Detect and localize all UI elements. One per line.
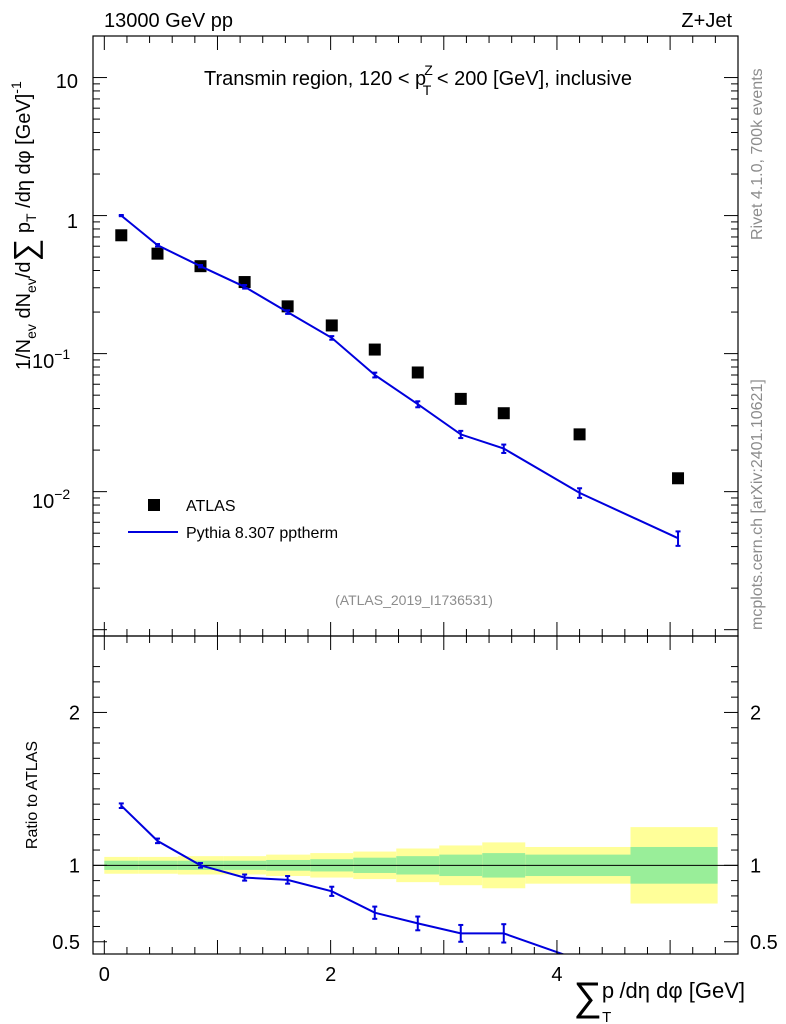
legend-pythia-label: Pythia 8.307 pptherm [186, 525, 338, 542]
atlas-point [573, 428, 586, 441]
ratio-data [118, 802, 566, 954]
mcplots-label: mcplots.cern.ch [arXiv:2401.10621] [749, 379, 766, 630]
main-data [115, 213, 685, 547]
header-right-label: Z+Jet [681, 10, 732, 32]
ytick-label-1: 1 [67, 211, 78, 233]
ratio-ytick-label-left: 0.5 [52, 932, 80, 954]
atlas-point [368, 343, 381, 356]
ytick-label-10: 10 [56, 71, 78, 93]
atlas-point [497, 407, 510, 420]
header-left-label: 13000 GeV pp [104, 10, 233, 32]
ratio-ytick-label-left: 1 [69, 855, 80, 877]
ratio-ytick-label-left: 2 [69, 702, 80, 724]
xtick-label: 0 [99, 964, 110, 986]
atlas-point [672, 472, 685, 485]
atlas-point [115, 229, 128, 242]
plot-title: Transmin region, 120 < pZ T < 200 [GeV], … [204, 62, 632, 98]
ytick-label-0p01: 10−2 [32, 486, 70, 513]
ratio-panel: 0.5 0.5 1 1 2 2 0 2 4 Ratio to ATLAS [24, 635, 778, 986]
atlas-point [325, 319, 338, 332]
rivet-label: Rivet 4.1.0, 700k events [749, 68, 766, 240]
atlas-point [411, 366, 424, 379]
legend-atlas-label: ATLAS [186, 498, 236, 515]
analysis-id: (ATLAS_2019_I1736531) [335, 592, 493, 608]
legend: ATLAS Pythia 8.307 pptherm [128, 498, 338, 542]
ratio-bands [93, 827, 738, 904]
ytick-label-0p1: 10−1 [32, 346, 70, 373]
ratio-plot-frame [92, 635, 739, 955]
ratio-y-axis-label: Ratio to ATLAS [24, 741, 41, 849]
atlas-point [454, 392, 467, 405]
main-ticks [93, 35, 738, 636]
xtick-label: 2 [325, 964, 336, 986]
atlas-point [151, 247, 164, 260]
ratio-ytick-label-right: 0.5 [750, 932, 778, 954]
legend-atlas-marker [148, 499, 160, 511]
ratio-ytick-label-right: 2 [750, 702, 761, 724]
xtick-label: 4 [551, 964, 562, 986]
pythia-line [120, 214, 679, 540]
x-axis-label: ∑p T /dη dφ [GeV] [573, 975, 745, 1024]
ratio-ticks: 0.5 0.5 1 1 2 2 0 2 4 [52, 636, 778, 986]
ratio-ytick-label-right: 1 [750, 855, 761, 877]
